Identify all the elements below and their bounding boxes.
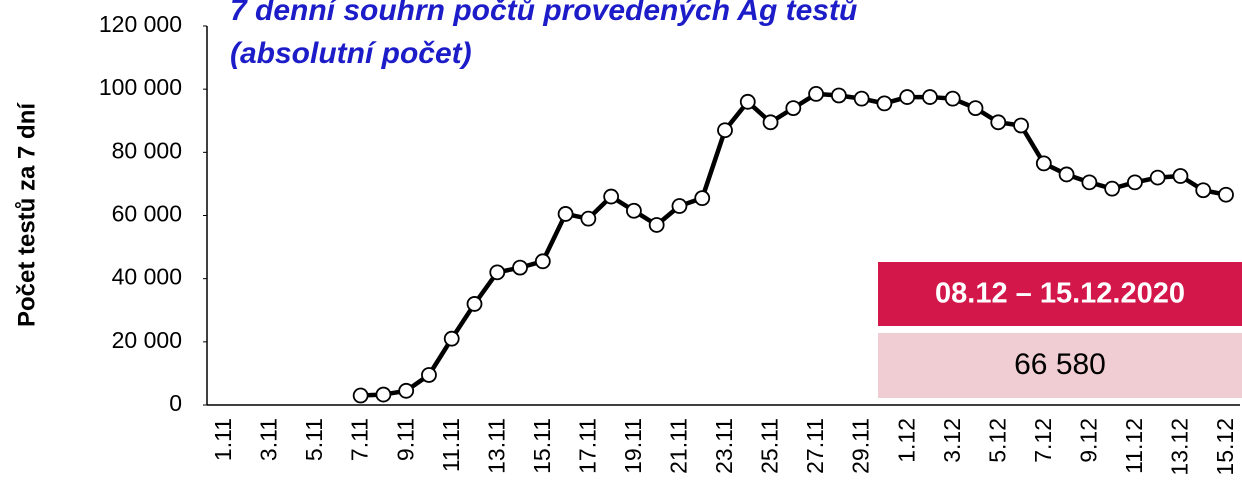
point	[1172, 168, 1189, 184]
point	[421, 367, 437, 383]
x-tick-label: 3.11	[256, 418, 282, 461]
y-tick-label: 0	[169, 390, 182, 416]
y-tick-label: 40 000	[112, 264, 182, 290]
point	[694, 190, 711, 207]
annotation-box	[878, 333, 1242, 398]
point	[967, 100, 984, 117]
y-tick-label: 80 000	[112, 137, 182, 163]
annotation-text: 66 580	[1014, 348, 1106, 381]
point	[1035, 155, 1052, 172]
point	[1081, 174, 1098, 191]
point	[1058, 166, 1075, 183]
x-tick-label: 23.11	[711, 418, 737, 474]
x-tick-label: 3.12	[939, 418, 965, 463]
x-tick-label: 21.11	[666, 418, 692, 474]
point	[1013, 117, 1029, 134]
x-tick-label: 9.12	[1075, 418, 1101, 463]
x-tick-label: 1.11	[210, 418, 236, 461]
x-tick-label: 15.12	[1212, 418, 1238, 476]
point	[785, 100, 802, 117]
point	[1218, 186, 1234, 203]
point	[375, 386, 392, 403]
annotation-text: 08.12 – 15.12.2020	[935, 278, 1185, 310]
point	[739, 93, 756, 110]
x-tick-label: 15.11	[529, 418, 555, 474]
point	[580, 210, 597, 227]
point	[671, 198, 688, 214]
point	[1149, 169, 1166, 186]
point	[899, 89, 916, 105]
point	[876, 95, 893, 112]
point	[1127, 174, 1143, 191]
chart-title: 7 denní souhrn počtů provedených Ag test…	[230, 0, 857, 27]
point	[557, 206, 574, 222]
point	[648, 217, 665, 233]
point	[352, 387, 369, 404]
point	[830, 87, 847, 104]
x-tick-label: 9.11	[392, 418, 418, 461]
y-tick-label: 120 000	[99, 11, 182, 37]
point	[398, 382, 415, 399]
x-tick-label: 17.11	[574, 418, 600, 474]
chart-title: (absolutní počet)	[230, 37, 472, 70]
point	[808, 86, 824, 102]
point	[466, 296, 483, 312]
y-axis-label: Počet testů za 7 dní	[13, 102, 40, 327]
y-tick-label: 60 000	[112, 201, 182, 227]
point	[944, 90, 961, 107]
x-tick-label: 13.11	[483, 418, 509, 474]
point	[990, 114, 1007, 131]
point	[512, 259, 528, 276]
x-tick-label: 13.12	[1167, 418, 1193, 476]
point	[1195, 182, 1212, 199]
x-tick-label: 11.11	[438, 418, 464, 472]
point	[853, 90, 870, 107]
x-tick-label: 7.12	[1030, 418, 1056, 463]
point	[762, 114, 779, 131]
point	[603, 188, 620, 205]
point	[717, 122, 733, 139]
annotation-box	[878, 262, 1242, 326]
x-tick-label: 29.11	[848, 418, 874, 474]
x-tick-label: 5.11	[301, 418, 327, 461]
point	[1104, 180, 1121, 197]
point	[534, 253, 551, 270]
x-tick-label: 25.11	[757, 418, 783, 474]
x-tick-label: 27.11	[802, 418, 828, 474]
x-tick-label: 19.11	[620, 418, 646, 474]
x-tick-label: 5.12	[984, 418, 1010, 463]
y-tick-label: 20 000	[112, 327, 182, 353]
x-tick-label: 7.11	[347, 418, 373, 461]
point	[443, 330, 460, 347]
x-tick-label: 11.12	[1121, 418, 1147, 474]
x-tick-label: 1.12	[893, 418, 919, 463]
y-tick-label: 100 000	[99, 74, 182, 100]
point	[626, 202, 642, 219]
point	[489, 264, 506, 281]
point	[922, 89, 938, 105]
